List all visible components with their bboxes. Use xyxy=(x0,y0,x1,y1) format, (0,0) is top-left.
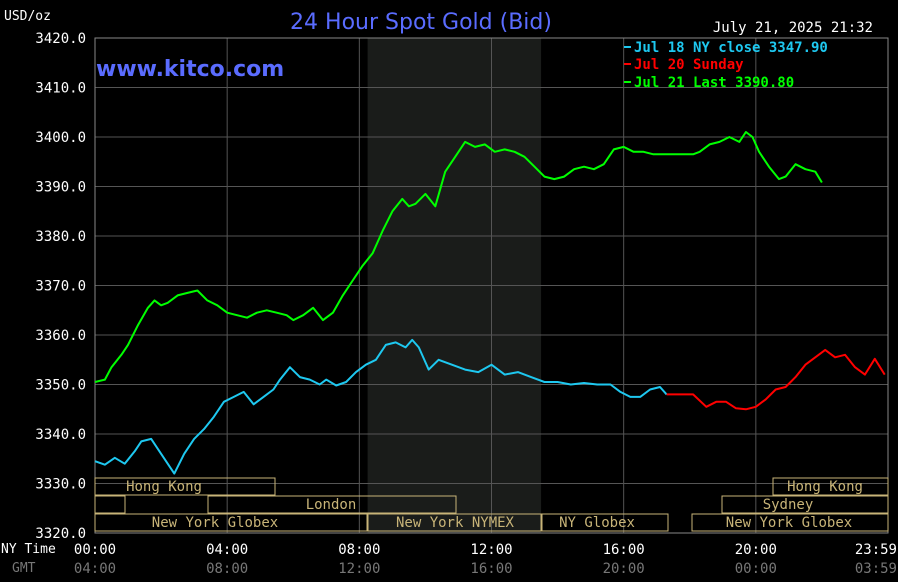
gmt-axis-label: GMT xyxy=(12,561,36,576)
x-tick-label-gmt: 16:00 xyxy=(470,561,512,577)
y-tick-label: 3380.0 xyxy=(35,229,86,245)
grid-lines xyxy=(94,37,889,534)
session-box-london xyxy=(207,495,457,514)
session-box-sydney xyxy=(721,495,889,514)
x-tick-label-gmt: 20:00 xyxy=(603,561,645,577)
chart-title: 24 Hour Spot Gold (Bid) xyxy=(290,10,552,35)
session-box-new-york-globex-1 xyxy=(94,513,368,532)
session-label-london: London xyxy=(306,497,357,513)
x-tick-label-gmt: 00:00 xyxy=(735,561,777,577)
y-axis-unit-label: USD/oz xyxy=(4,9,51,24)
series-line-jul20 xyxy=(666,348,886,411)
series-line-jul18 xyxy=(94,338,668,475)
plot-frame xyxy=(94,37,889,534)
session-label-ny-globex: NY Globex xyxy=(559,515,635,531)
y-tick-label: 3410.0 xyxy=(35,81,86,97)
x-tick-label-gmt: 03:59 xyxy=(855,561,897,577)
price-series xyxy=(94,131,886,475)
session-box-hong-kong-2 xyxy=(772,477,889,496)
y-tick-label: 3320.0 xyxy=(35,526,86,542)
chart-timestamp: July 21, 2025 21:32 xyxy=(713,20,873,36)
legend: Jul 18 NY close 3347.90 Jul 20 Sunday Ju… xyxy=(624,40,828,91)
session-label-new-york-globex-2: New York Globex xyxy=(726,515,852,531)
session-box-hong-kong-1 xyxy=(94,477,276,496)
x-tick-label-ny: 04:00 xyxy=(206,542,248,558)
x-tick-label-gmt: 12:00 xyxy=(338,561,380,577)
x-tick-label-ny: 08:00 xyxy=(338,542,380,558)
x-tick-label-gmt: 04:00 xyxy=(74,561,116,577)
y-tick-label: 3400.0 xyxy=(35,130,86,146)
y-tick-label: 3370.0 xyxy=(35,279,86,295)
session-label-hong-kong-1: Hong Kong xyxy=(126,479,202,495)
session-box-ny-globex xyxy=(541,513,669,532)
x-tick-label-ny: 16:00 xyxy=(603,542,645,558)
y-tick-label: 3420.0 xyxy=(35,31,86,47)
y-tick-label: 3330.0 xyxy=(35,477,86,493)
legend-item-jul18: Jul 18 NY close 3347.90 xyxy=(634,40,828,56)
session-label-new-york-globex-1: New York Globex xyxy=(152,515,278,531)
y-tick-label: 3390.0 xyxy=(35,180,86,196)
legend-item-jul21: Jul 21 Last 3390.80 xyxy=(634,75,794,91)
session-box-new-york-globex-2 xyxy=(691,513,889,532)
session-box-london-left xyxy=(94,495,126,514)
ny-time-axis-label: NY Time xyxy=(1,542,56,557)
legend-item-jul20: Jul 20 Sunday xyxy=(634,57,744,73)
session-box-new-york-nymex xyxy=(367,513,542,532)
x-tick-label-ny: 12:00 xyxy=(470,542,512,558)
y-tick-label: 3350.0 xyxy=(35,378,86,394)
y-axis-ticks: 3420.0 3410.0 3400.0 3390.0 3380.0 3370.0 3360… xyxy=(35,31,86,542)
x-tick-label-gmt: 08:00 xyxy=(206,561,248,577)
session-label-hong-kong-2: Hong Kong xyxy=(787,479,863,495)
y-tick-label: 3340.0 xyxy=(35,427,86,443)
market-sessions: Hong Kong London New York Globex New Yor… xyxy=(94,477,889,532)
x-tick-label-ny: 20:00 xyxy=(735,542,777,558)
watermark: www.kitco.com xyxy=(96,57,284,82)
series-line-jul21 xyxy=(94,131,823,383)
x-axis-ticks: 00:00 04:00 08:00 12:00 16:00 20:00 23:59 04:00… xyxy=(74,542,897,577)
x-tick-label-ny: 23:59 xyxy=(855,542,897,558)
session-label-sydney: Sydney xyxy=(763,497,814,513)
y-tick-label: 3360.0 xyxy=(35,328,86,344)
x-tick-label-ny: 00:00 xyxy=(74,542,116,558)
session-label-new-york-nymex: New York NYMEX xyxy=(396,515,515,531)
